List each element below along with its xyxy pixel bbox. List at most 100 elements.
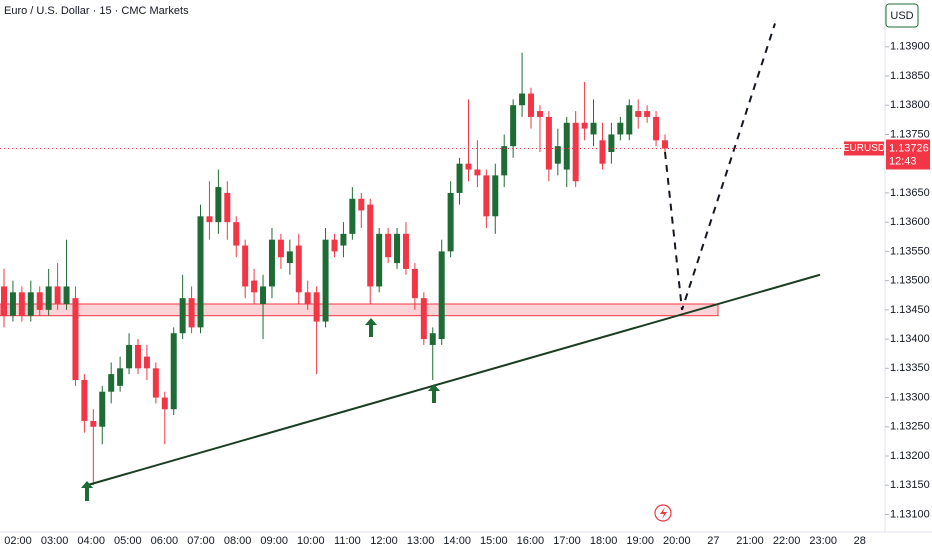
x-tick-label: 23:00 — [809, 535, 837, 547]
candle-body — [188, 298, 195, 328]
y-tick-label: 1.13350 — [890, 362, 930, 374]
candle-body — [224, 192, 231, 223]
y-tick-label: 1.13800 — [890, 99, 930, 111]
candle-body — [590, 122, 597, 135]
support-zone — [0, 303, 719, 317]
candle-body — [90, 420, 97, 427]
x-tick-label: 21:00 — [736, 535, 764, 547]
y-tick-label: 1.13100 — [890, 508, 930, 520]
candle-body — [608, 134, 615, 152]
x-tick-label: 22:00 — [773, 535, 801, 547]
candle-body — [617, 122, 624, 135]
candle-body — [519, 93, 526, 106]
x-tick-label: 11:00 — [334, 535, 361, 547]
candle-body — [81, 380, 88, 421]
x-tick-label: 19:00 — [626, 535, 654, 547]
candle-body — [1, 286, 7, 316]
candle-body — [349, 198, 356, 234]
x-tick-label: 27 — [707, 535, 719, 547]
candle-body — [456, 163, 463, 193]
projection-path — [664, 23, 776, 311]
x-tick-label: 12:00 — [370, 535, 398, 547]
up-arrow — [81, 481, 93, 501]
x-tick-label: 02:00 — [4, 535, 32, 547]
price-tag — [886, 139, 930, 170]
x-tick-label: 28 — [854, 535, 866, 547]
y-tick-label: 1.13550 — [890, 245, 930, 257]
candle-body — [563, 122, 570, 170]
currency-label: USD — [890, 10, 913, 22]
up-arrow — [365, 318, 377, 337]
candle-body — [581, 122, 588, 129]
y-tick-label: 1.13150 — [890, 479, 930, 491]
candle-body — [9, 292, 16, 316]
candle-body — [126, 344, 133, 369]
candle-body — [206, 216, 213, 223]
y-tick-label: 1.13300 — [890, 391, 930, 403]
candle-body — [72, 298, 79, 380]
candle-body — [313, 292, 320, 322]
candle-body — [63, 286, 70, 304]
candle-body — [134, 344, 141, 369]
y-tick-label: 1.13400 — [890, 333, 930, 345]
candle-body — [376, 233, 383, 287]
x-tick-label: 04:00 — [77, 535, 105, 547]
candle-body — [27, 292, 34, 316]
candle-body — [572, 122, 579, 182]
candle-body — [483, 175, 490, 217]
candle-body — [358, 198, 365, 211]
last-price-label: 1.13726 — [889, 142, 929, 154]
x-tick-label: 05:00 — [114, 535, 142, 547]
candle-body — [179, 298, 186, 334]
y-tick-label: 1.13250 — [890, 421, 930, 433]
x-tick-label: 10:00 — [297, 535, 325, 547]
candle-body — [108, 374, 115, 392]
x-tick-label: 16:00 — [517, 535, 545, 547]
candle-body — [170, 333, 177, 410]
x-tick-label: 07:00 — [187, 535, 215, 547]
y-tick-label: 1.13450 — [890, 304, 930, 316]
x-tick-label: 06:00 — [151, 535, 179, 547]
candle-body — [536, 111, 543, 117]
candle-body — [251, 280, 258, 293]
candle-body — [402, 233, 409, 269]
chart-title: Euro / U.S. Dollar · 15 · CMC Markets — [4, 5, 189, 17]
candle-body — [545, 116, 552, 170]
candle-body — [653, 116, 660, 141]
candle-body — [161, 397, 168, 410]
candle-body — [626, 105, 633, 135]
countdown-label: 12:43 — [889, 155, 917, 167]
trendline — [86, 273, 821, 487]
candle-body — [152, 368, 159, 398]
candle-body — [54, 286, 61, 304]
candle-body — [277, 239, 284, 258]
candle-body — [143, 356, 150, 369]
symbol-tag — [844, 141, 884, 156]
x-tick-label: 15:00 — [480, 535, 508, 547]
currency-button[interactable] — [885, 3, 919, 28]
candle-body — [438, 251, 445, 340]
y-tick-label: 1.13850 — [890, 70, 930, 82]
candle-body — [295, 245, 302, 293]
x-tick-label: 13:00 — [407, 535, 435, 547]
x-tick-label: 03:00 — [41, 535, 69, 547]
symbol-label: EURUSD — [843, 143, 885, 154]
candle-body — [394, 233, 401, 264]
candle-body — [367, 204, 374, 287]
candle-body — [36, 292, 43, 310]
y-tick-label: 1.13650 — [890, 187, 930, 199]
candle-body — [385, 233, 392, 258]
candle-body — [260, 286, 267, 304]
y-tick-label: 1.13600 — [890, 216, 930, 228]
x-tick-label: 18:00 — [590, 535, 618, 547]
x-tick-label: 09:00 — [260, 535, 288, 547]
candle-body — [233, 222, 240, 246]
y-tick-label: 1.13200 — [890, 450, 930, 462]
candle-body — [420, 298, 427, 340]
candle-body — [554, 146, 561, 164]
candle-body — [411, 268, 418, 299]
x-tick-label: 17:00 — [553, 535, 581, 547]
